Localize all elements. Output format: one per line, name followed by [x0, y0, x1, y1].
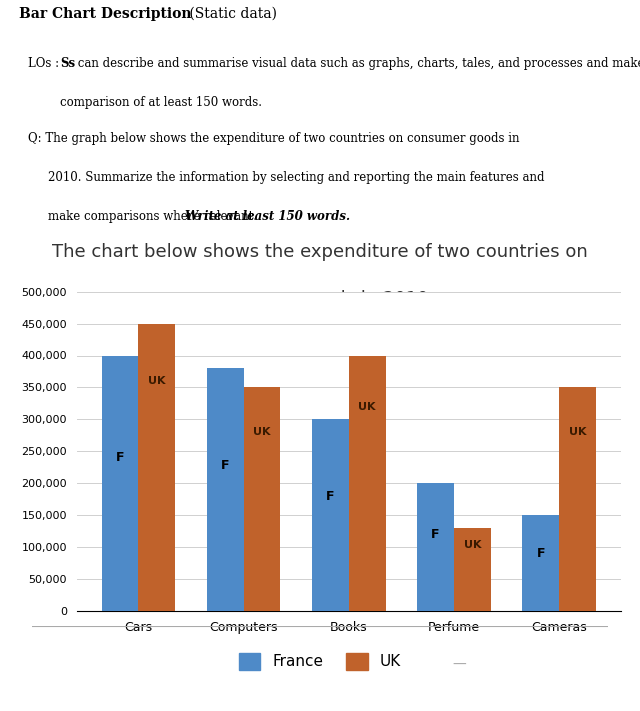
Bar [454, 528, 491, 611]
Text: make comparisons where relevant.: make comparisons where relevant. [49, 210, 261, 223]
Text: UK: UK [464, 540, 481, 550]
Legend: France, UK: France, UK [239, 653, 401, 670]
Text: Bar Chart Description: Bar Chart Description [19, 7, 191, 21]
Bar [207, 368, 244, 611]
Text: UK: UK [253, 427, 271, 437]
Bar [417, 483, 454, 611]
Text: UK: UK [148, 376, 166, 386]
Bar [349, 356, 386, 611]
Text: The chart below shows the expenditure of two countries on: The chart below shows the expenditure of… [52, 243, 588, 261]
Text: (Static data): (Static data) [185, 7, 277, 21]
Text: —: — [452, 658, 466, 672]
Text: Ss: Ss [60, 57, 76, 70]
Text: F: F [536, 547, 545, 560]
Text: LOs :: LOs : [28, 57, 63, 70]
Bar [244, 387, 280, 611]
Text: can describe and summarise visual data such as graphs, charts, tales, and proces: can describe and summarise visual data s… [74, 57, 640, 70]
Bar [138, 324, 175, 611]
Text: F: F [326, 490, 335, 503]
Text: F: F [221, 459, 229, 472]
Text: F: F [116, 451, 124, 464]
Bar [102, 356, 138, 611]
Text: consumer goods in 2010.: consumer goods in 2010. [206, 290, 434, 308]
Text: F: F [431, 528, 440, 541]
Text: comparison of at least 150 words.: comparison of at least 150 words. [60, 96, 262, 109]
Bar [312, 419, 349, 611]
Text: UK: UK [358, 402, 376, 412]
Bar [559, 387, 596, 611]
Text: Q: The graph below shows the expenditure of two countries on consumer goods in: Q: The graph below shows the expenditure… [28, 132, 520, 145]
Text: UK: UK [569, 427, 586, 437]
Text: (pounds sterling): (pounds sterling) [269, 334, 371, 347]
Text: 2010. Summarize the information by selecting and reporting the main features and: 2010. Summarize the information by selec… [49, 171, 545, 183]
Text: Write at least 150 words.: Write at least 150 words. [185, 210, 350, 223]
Bar [522, 515, 559, 611]
